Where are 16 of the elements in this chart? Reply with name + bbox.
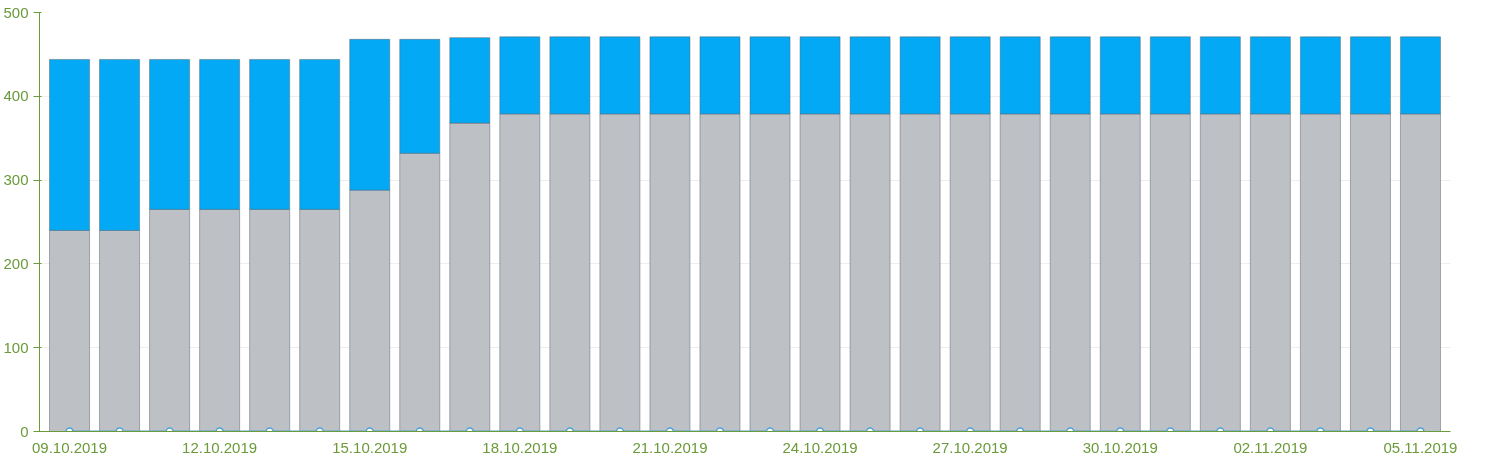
x-tick-label: 09.10.2019 — [31, 438, 108, 456]
x-tick-label: 24.10.2019 — [782, 438, 858, 456]
x-tick-label: 18.10.2019 — [482, 438, 558, 456]
y-tick-label: 400 — [3, 87, 29, 105]
x-tick-label: 15.10.2019 — [332, 438, 408, 456]
y-tick-label: 500 — [3, 3, 29, 21]
y-tick-label: 0 — [20, 422, 29, 440]
x-tick-label: 30.10.2019 — [1082, 438, 1158, 456]
y-tick-label: 300 — [3, 171, 29, 189]
x-tick-label: 12.10.2019 — [182, 438, 258, 456]
y-tick-label: 100 — [3, 338, 29, 356]
x-tick-label: 05.11.2019 — [1383, 438, 1458, 456]
y-tick-label: 200 — [3, 254, 29, 272]
x-tick-label: 27.10.2019 — [932, 438, 1008, 456]
x-tick-label: 02.11.2019 — [1233, 438, 1308, 456]
x-tick-label: 21.10.2019 — [632, 438, 708, 456]
